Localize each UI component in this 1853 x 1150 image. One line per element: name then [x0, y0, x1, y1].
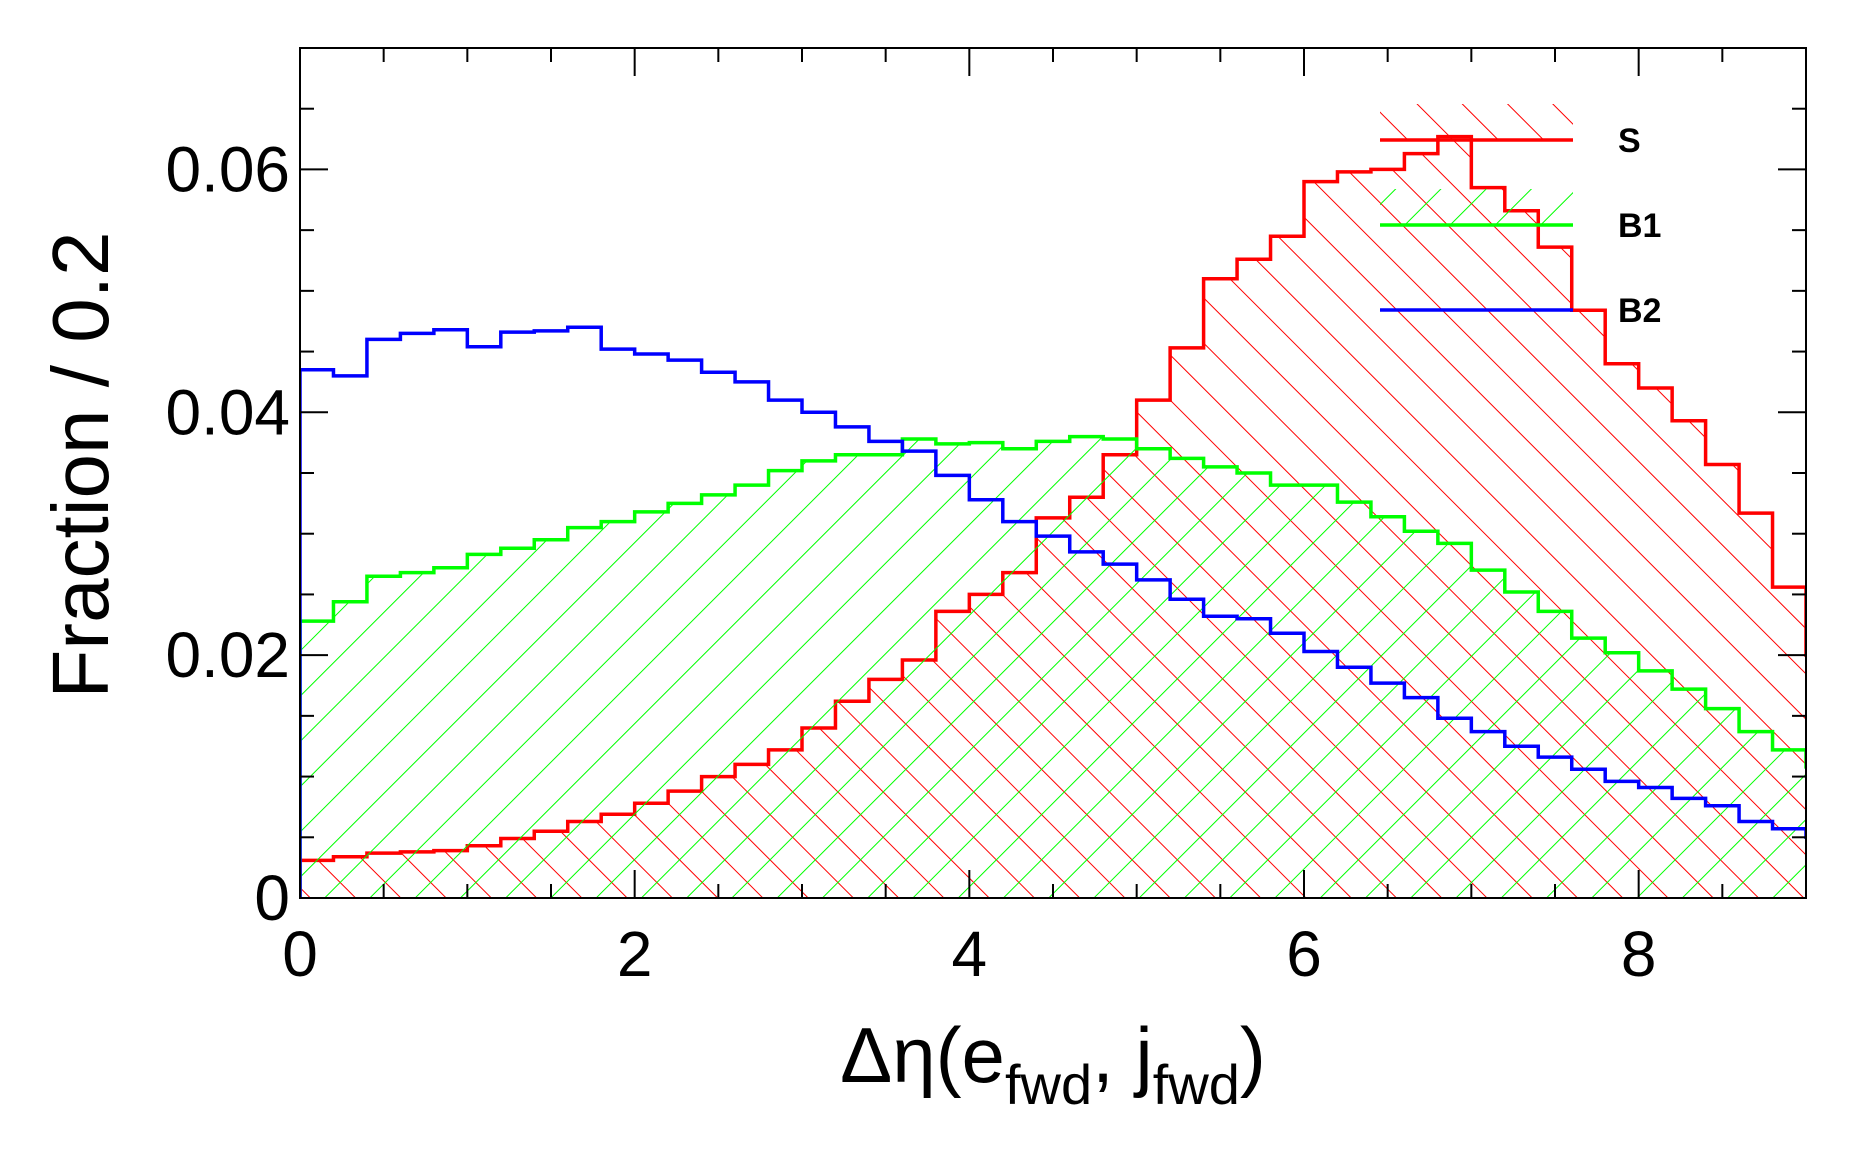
legend-label-b1: B1 — [1618, 207, 1661, 245]
x-tick-label: 4 — [952, 918, 988, 990]
series-b1-outline — [300, 434, 1806, 769]
series-layer — [300, 134, 1806, 898]
x-tick-label: 0 — [282, 918, 318, 990]
series-b2-outline — [300, 325, 1806, 840]
x-axis-title-sub2: fwd — [1153, 1053, 1240, 1116]
y-tick-label: 0.02 — [165, 619, 290, 691]
y-axis-title: Fraction / 0.2 — [36, 232, 125, 699]
x-axis-title-mid: , j — [1092, 1011, 1153, 1099]
y-tick-label: 0.04 — [165, 376, 290, 448]
ticks-layer — [299, 47, 1807, 899]
x-axis-title-sub1: fwd — [1005, 1053, 1092, 1116]
series-b1-fill — [300, 436, 1806, 898]
x-tick-label: 8 — [1621, 918, 1657, 990]
x-tick-label: 2 — [617, 918, 653, 990]
legend: S B1 B2 — [1380, 104, 1661, 330]
x-axis-title-main: Δη(e — [840, 1011, 1005, 1099]
y-tick-label: 0 — [254, 862, 290, 934]
legend-swatch-s — [1380, 104, 1573, 140]
legend-label-s: S — [1618, 122, 1641, 160]
legend-label-b2: B2 — [1618, 292, 1661, 330]
legend-swatch-b1 — [1380, 189, 1573, 225]
tick-labels-layer: 0 2 4 6 8 0 0.02 0.04 0.06 — [165, 133, 1656, 990]
y-tick-label: 0.06 — [165, 133, 290, 205]
x-tick-label: 6 — [1286, 918, 1322, 990]
x-axis-title: Δη(efwd, jfwd) — [840, 1011, 1266, 1116]
x-axis-title-end: ) — [1240, 1011, 1266, 1099]
